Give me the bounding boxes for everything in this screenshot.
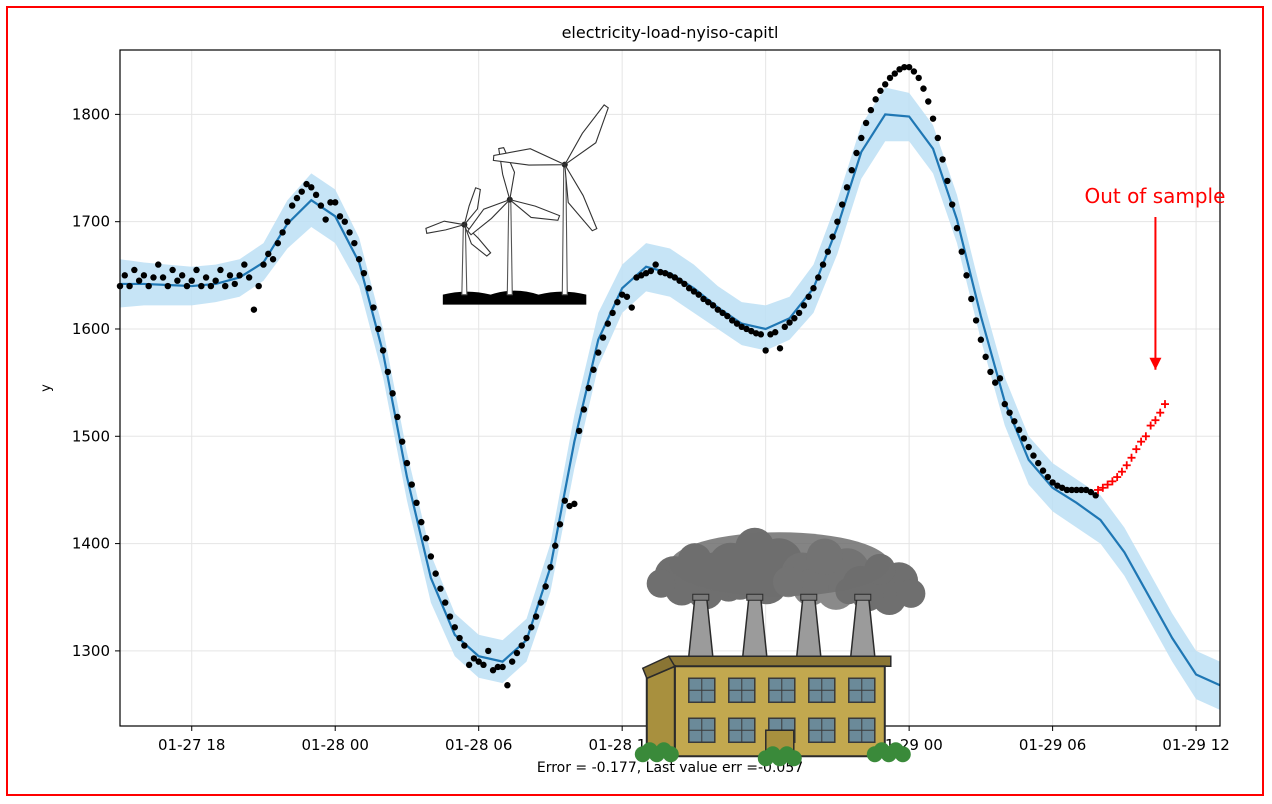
svg-text:1700: 1700 [72,213,110,231]
x-tick-label: 01-27 18 [158,736,225,754]
x-tick-label: 01-29 06 [1019,736,1086,754]
svg-text:1400: 1400 [72,535,110,553]
svg-text:1800: 1800 [72,105,110,123]
svg-text:1300: 1300 [72,642,110,660]
x-tick-label: 01-28 00 [301,736,368,754]
x-tick-label: 01-28 06 [445,736,512,754]
svg-text:1600: 1600 [72,320,110,338]
x-tick-label: 01-29 12 [1162,736,1229,754]
chart-svg: 1300 1400 1500 1600 1700 1800 01-27 18 01-28 00… [8,8,1266,798]
red-outer-frame: 1300 1400 1500 1600 1700 1800 01-27 18 01-28 00… [6,6,1264,796]
svg-text:1500: 1500 [72,427,110,445]
y-axis-label: y [39,384,54,392]
chart-title: electricity-load-nyiso-capitl [562,23,779,42]
annotation-out-of-sample: Out of sample [1084,184,1225,208]
